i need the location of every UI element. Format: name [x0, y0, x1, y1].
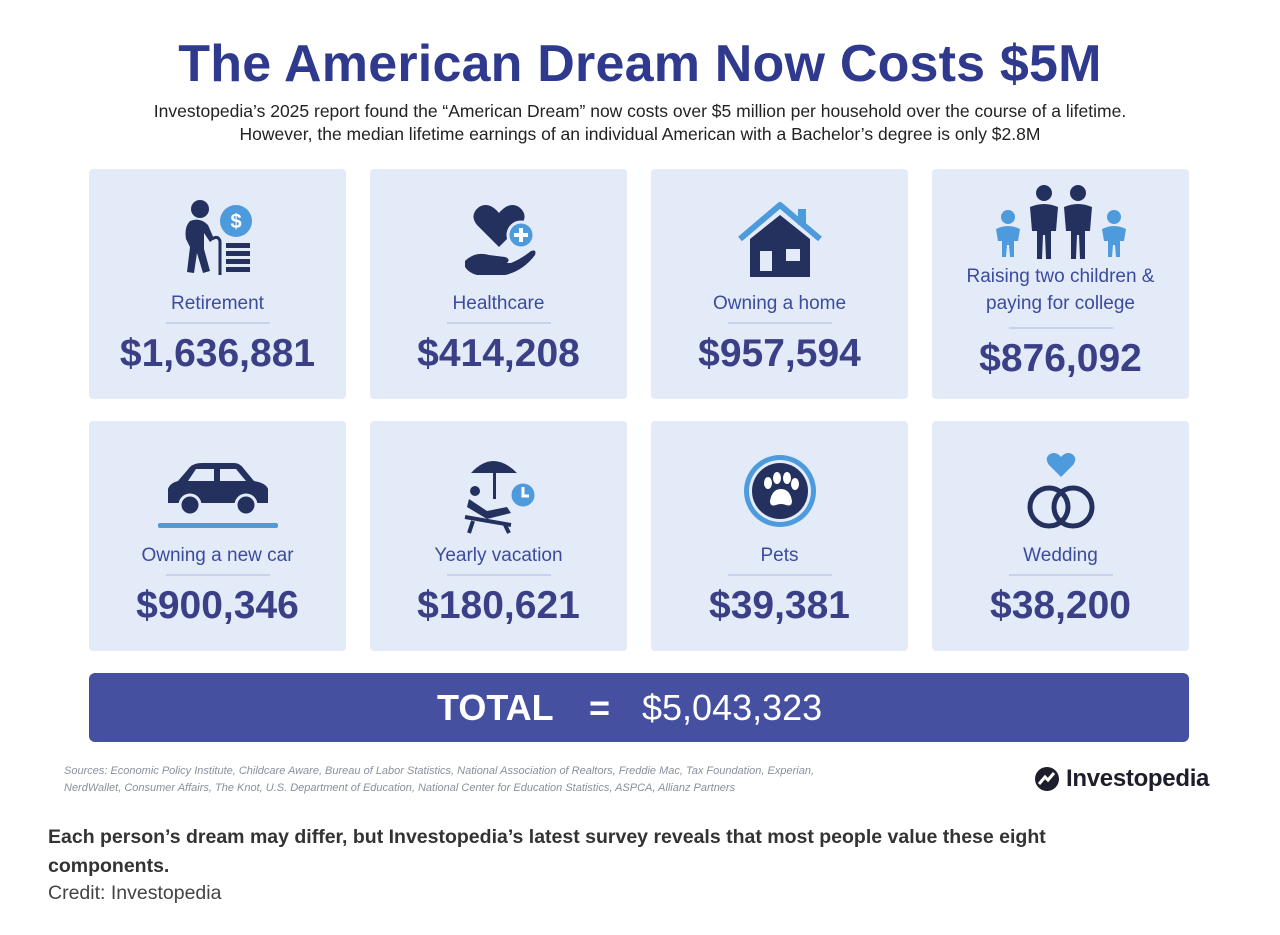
divider [727, 574, 832, 576]
family-icon [932, 183, 1189, 263]
card-home: Owning a home $957,594 [651, 169, 908, 399]
retirement-icon: $ [89, 195, 346, 285]
card-car: Owning a new car $900,346 [89, 421, 346, 651]
card-wedding: Wedding $38,200 [932, 421, 1189, 651]
divider [165, 574, 270, 576]
subtitle-line-2: However, the median lifetime earnings of… [239, 124, 1041, 144]
total-value: $5,043,323 [642, 687, 823, 728]
card-label: Healthcare [452, 293, 545, 314]
card-label: Yearly vacation [434, 545, 563, 566]
card-value: $957,594 [698, 332, 861, 375]
card-label-line-1: Raising two children & [966, 266, 1155, 287]
healthcare-icon [370, 195, 627, 285]
card-value: $900,346 [136, 584, 299, 627]
card-label-line-2: paying for college [986, 293, 1135, 314]
card-value: $876,092 [979, 337, 1142, 380]
investopedia-logo-icon [1035, 767, 1059, 791]
total-label: TOTAL [437, 687, 554, 728]
divider [1008, 327, 1113, 329]
card-vacation: Yearly vacation $180,621 [370, 421, 627, 651]
card-children: Raising two children & paying for colleg… [932, 169, 1189, 399]
card-value: $1,636,881 [119, 332, 316, 375]
house-icon [651, 195, 908, 285]
card-label: Owning a home [712, 293, 847, 314]
logo-text: Investopedia [1066, 765, 1210, 792]
wedding-rings-icon [932, 447, 1189, 537]
card-label: Owning a new car [141, 545, 294, 566]
subtitle-line-1: Investopedia’s 2025 report found the “Am… [153, 101, 1127, 121]
vacation-icon [370, 447, 627, 537]
svg-text:$: $ [230, 211, 241, 233]
card-retirement: $ Retirement $1,636,881 [89, 169, 346, 399]
total-equals-sign: = [589, 687, 611, 728]
divider [165, 322, 270, 324]
investopedia-logo: Investopedia [1034, 764, 1209, 794]
page-title: The American Dream Now Costs $5M [178, 35, 1102, 93]
divider [446, 322, 551, 324]
card-label: Wedding [1023, 545, 1098, 566]
paw-icon [651, 447, 908, 537]
total-bar: TOTAL = $5,043,323 [89, 673, 1189, 742]
card-label: Retirement [171, 293, 264, 314]
card-label: Pets [760, 545, 799, 566]
divider [446, 574, 551, 576]
sources-line-2: NerdWallet, Consumer Affairs, The Knot, … [64, 782, 736, 794]
card-value: $414,208 [417, 332, 580, 375]
divider [727, 322, 832, 324]
card-pets: Pets $39,381 [651, 421, 908, 651]
card-healthcare: Healthcare $414,208 [370, 169, 627, 399]
divider [1008, 574, 1113, 576]
sources-note: Sources: Economic Policy Institute, Chil… [64, 763, 964, 797]
image-caption: Each person’s dream may differ, but Inve… [48, 826, 1046, 877]
sources-line-1: Sources: Economic Policy Institute, Chil… [64, 765, 814, 777]
card-value: $180,621 [417, 584, 580, 627]
card-value: $38,200 [990, 584, 1131, 627]
car-icon [89, 447, 346, 537]
card-value: $39,381 [709, 584, 850, 627]
image-credit: Credit: Investopedia [48, 882, 222, 904]
